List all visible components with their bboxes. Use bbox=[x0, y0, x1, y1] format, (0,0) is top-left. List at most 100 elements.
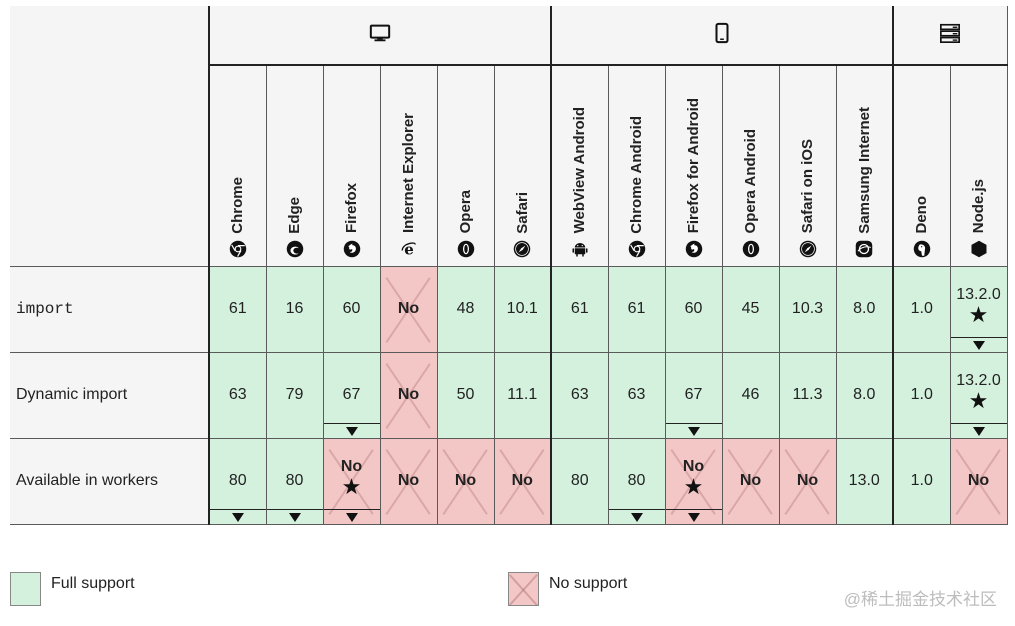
support-cell-yes[interactable]: 61 bbox=[550, 265, 609, 353]
expand-triangle-icon bbox=[288, 512, 301, 522]
support-cell-yes[interactable]: 79 bbox=[265, 351, 324, 439]
support-cell-yes[interactable]: 11.1 bbox=[493, 351, 552, 439]
support-cell-no[interactable]: No ★ bbox=[322, 437, 381, 525]
support-cell-no[interactable]: No bbox=[721, 437, 780, 525]
notes-toggle[interactable] bbox=[951, 336, 1006, 352]
notes-toggle[interactable] bbox=[666, 508, 721, 524]
support-version: 13.0 bbox=[848, 472, 880, 489]
support-cell-yes[interactable]: 1.0 bbox=[892, 437, 951, 525]
support-cell-yes[interactable]: 13.0 bbox=[835, 437, 894, 525]
browser-header-safari-on-ios: Safari on iOS bbox=[778, 64, 837, 267]
support-cell-yes[interactable]: 10.3 bbox=[778, 265, 837, 353]
expand-triangle-icon bbox=[630, 512, 643, 522]
support-version: No bbox=[454, 472, 477, 489]
support-cell-yes[interactable]: 61 bbox=[607, 265, 666, 353]
support-cell-yes[interactable]: 80 bbox=[607, 437, 666, 525]
support-version: 61 bbox=[570, 300, 589, 317]
compat-table: Chrome Edge Firefox Internet Explorer e Opera… bbox=[10, 6, 1008, 525]
notes-toggle[interactable] bbox=[324, 422, 379, 438]
feature-row: Dynamic import 63 79 67 No 50 11.1 63 63 67 46 11.3… bbox=[10, 351, 1008, 439]
support-version: 63 bbox=[570, 386, 589, 403]
support-cell-yes[interactable]: 45 bbox=[721, 265, 780, 353]
support-cell-no[interactable]: No bbox=[379, 437, 438, 525]
chrome-icon bbox=[628, 240, 646, 258]
notes-toggle[interactable] bbox=[267, 508, 322, 524]
table-corner bbox=[10, 6, 210, 266]
support-cell-yes[interactable]: 48 bbox=[436, 265, 495, 353]
browser-header-node-js: Node.js bbox=[949, 64, 1008, 267]
expand-triangle-icon bbox=[687, 426, 700, 436]
feature-name: import bbox=[10, 265, 210, 353]
browser-label: Samsung Internet bbox=[855, 106, 873, 234]
browser-label: Opera Android bbox=[742, 129, 759, 234]
support-version: No bbox=[739, 472, 762, 489]
support-cell-yes[interactable]: 13.2.0 ★ bbox=[949, 265, 1008, 353]
support-cell-no[interactable]: No ★ bbox=[664, 437, 723, 525]
support-cell-yes[interactable]: 80 bbox=[550, 437, 609, 525]
browser-header-edge: Edge bbox=[265, 64, 324, 267]
support-cell-yes[interactable]: 80 bbox=[208, 437, 267, 525]
support-cell-yes[interactable]: 10.1 bbox=[493, 265, 552, 353]
support-cell-no[interactable]: No bbox=[436, 437, 495, 525]
feature-name: Dynamic import bbox=[10, 351, 210, 439]
support-cell-no[interactable]: No bbox=[778, 437, 837, 525]
support-cell-yes[interactable]: 8.0 bbox=[835, 351, 894, 439]
no-support-swatch bbox=[508, 572, 539, 606]
desktop-icon bbox=[369, 24, 391, 48]
support-cell-yes[interactable]: 63 bbox=[208, 351, 267, 439]
support-cell-yes[interactable]: 50 bbox=[436, 351, 495, 439]
support-version: 1.0 bbox=[910, 386, 933, 403]
android-icon bbox=[571, 240, 589, 258]
browser-label: Firefox bbox=[343, 183, 360, 234]
expand-triangle-icon bbox=[972, 426, 985, 436]
notes-toggle[interactable] bbox=[211, 508, 265, 524]
support-version: No bbox=[682, 458, 705, 475]
browser-label: Node.js bbox=[970, 179, 987, 234]
opera-icon bbox=[742, 240, 760, 258]
support-cell-yes[interactable]: 80 bbox=[265, 437, 324, 525]
support-version: 8.0 bbox=[853, 386, 876, 403]
support-version: 67 bbox=[342, 386, 361, 403]
support-cell-yes[interactable]: 63 bbox=[550, 351, 609, 439]
opera-icon bbox=[457, 240, 475, 258]
feature-row: Available in workers 80 80 No ★ No No No 80 80 No ★… bbox=[10, 437, 1008, 525]
support-cell-yes[interactable]: 67 bbox=[322, 351, 381, 439]
support-cell-yes[interactable]: 63 bbox=[607, 351, 666, 439]
support-cell-yes[interactable]: 11.3 bbox=[778, 351, 837, 439]
notes-toggle[interactable] bbox=[951, 422, 1006, 438]
support-cell-yes[interactable]: 1.0 bbox=[892, 265, 951, 353]
browser-header-opera-android: Opera Android bbox=[721, 64, 780, 267]
browser-label: Edge bbox=[286, 196, 303, 234]
support-cell-yes[interactable]: 61 bbox=[208, 265, 267, 353]
support-cell-yes[interactable]: 16 bbox=[265, 265, 324, 353]
support-cell-yes[interactable]: 67 bbox=[664, 351, 723, 439]
support-cell-yes[interactable]: 1.0 bbox=[892, 351, 951, 439]
support-version: No bbox=[397, 386, 420, 403]
browser-label: Internet Explorer bbox=[400, 113, 417, 234]
support-version: 61 bbox=[228, 300, 247, 317]
support-cell-yes[interactable]: 13.2.0 ★ bbox=[949, 351, 1008, 439]
support-cell-yes[interactable]: 60 bbox=[664, 265, 723, 353]
notes-toggle[interactable] bbox=[324, 508, 379, 524]
support-cell-no[interactable]: No bbox=[379, 265, 438, 353]
notes-toggle[interactable] bbox=[609, 508, 664, 524]
legend-full-support-label: Full support bbox=[51, 575, 135, 592]
support-cell-no[interactable]: No bbox=[949, 437, 1008, 525]
support-version: 48 bbox=[456, 300, 475, 317]
support-version: 50 bbox=[456, 386, 475, 403]
expand-triangle-icon bbox=[972, 340, 985, 350]
support-version: 60 bbox=[342, 300, 361, 317]
support-version: 61 bbox=[627, 300, 646, 317]
notes-toggle[interactable] bbox=[666, 422, 721, 438]
support-cell-no[interactable]: No bbox=[379, 351, 438, 439]
support-version: 13.2.0 bbox=[956, 286, 1001, 303]
browser-label: Chrome Android bbox=[628, 115, 645, 234]
support-cell-no[interactable]: No bbox=[493, 437, 552, 525]
support-cell-yes[interactable]: 60 bbox=[322, 265, 381, 353]
samsung-icon bbox=[855, 240, 873, 258]
browser-label: Firefox for Android bbox=[685, 98, 702, 234]
support-cell-yes[interactable]: 8.0 bbox=[835, 265, 894, 353]
support-cell-yes[interactable]: 46 bbox=[721, 351, 780, 439]
browser-header-firefox-for-android: Firefox for Android bbox=[664, 64, 723, 267]
browser-header-deno: Deno bbox=[892, 64, 951, 267]
